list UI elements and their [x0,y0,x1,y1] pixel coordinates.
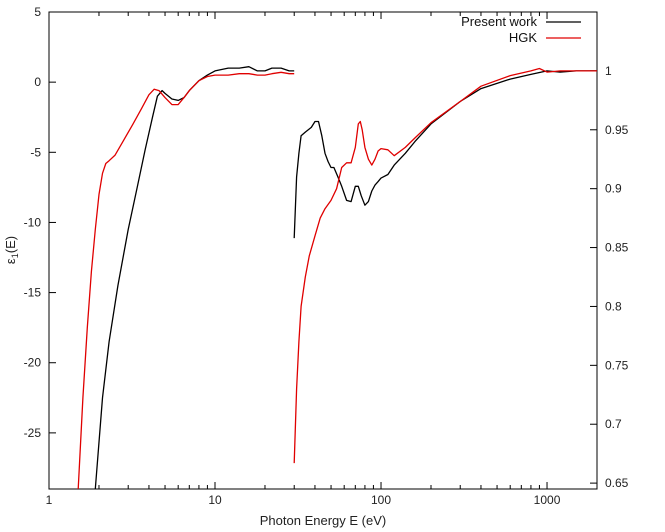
y-left-tick-label: 5 [34,5,41,19]
y-right-tick-label: 0.7 [605,417,622,431]
y-right-tick-label: 1 [605,64,612,78]
y-left-tick-label: -20 [24,356,42,370]
y-axis-title: ε1(E) [3,236,20,264]
y-right-tick-label: 0.75 [605,358,629,372]
x-axis-title: Photon Energy E (eV) [260,513,386,528]
y-right-tick-label: 0.85 [605,241,629,255]
x-axis-ticks: 1 10 100 1000 [46,12,561,507]
plot-area-frame [48,11,598,490]
y-axis-title-suffix: (E) [3,236,18,253]
y-right-tick-label: 0.8 [605,299,622,313]
series-line-present-work-left [94,66,295,490]
x-tick-label: 100 [371,493,391,507]
y-left-tick-label: -15 [24,286,42,300]
series-line-hgk-right [293,67,597,464]
y-axis-title-subscript: 1 [10,253,20,258]
series-line-present-work-right [293,70,597,239]
series-line-hgk-left [77,71,295,490]
y-left-tick-label: -25 [24,426,42,440]
x-tick-label: 1000 [534,493,561,507]
legend: Present work HGK [461,14,581,45]
y-right-tick-label: 0.65 [605,476,629,490]
y-axis-title-symbol: ε [3,258,18,264]
x-tick-label: 10 [208,493,222,507]
series-lines [77,66,597,490]
y-right-tick-label: 0.9 [605,182,622,196]
right-y-axis-ticks: 1 0.95 0.9 0.85 0.8 0.75 0.7 0.65 [590,64,629,490]
legend-label-present-work: Present work [461,14,537,29]
y-left-tick-label: -5 [30,145,41,159]
y-right-tick-label: 0.95 [605,123,629,137]
y-left-tick-label: 0 [34,75,41,89]
legend-label-hgk: HGK [509,30,538,45]
left-y-axis-ticks: 5 0 -5 -10 -15 -20 -25 [24,5,56,440]
x-tick-label: 1 [46,493,53,507]
y-left-tick-label: -10 [24,215,42,229]
